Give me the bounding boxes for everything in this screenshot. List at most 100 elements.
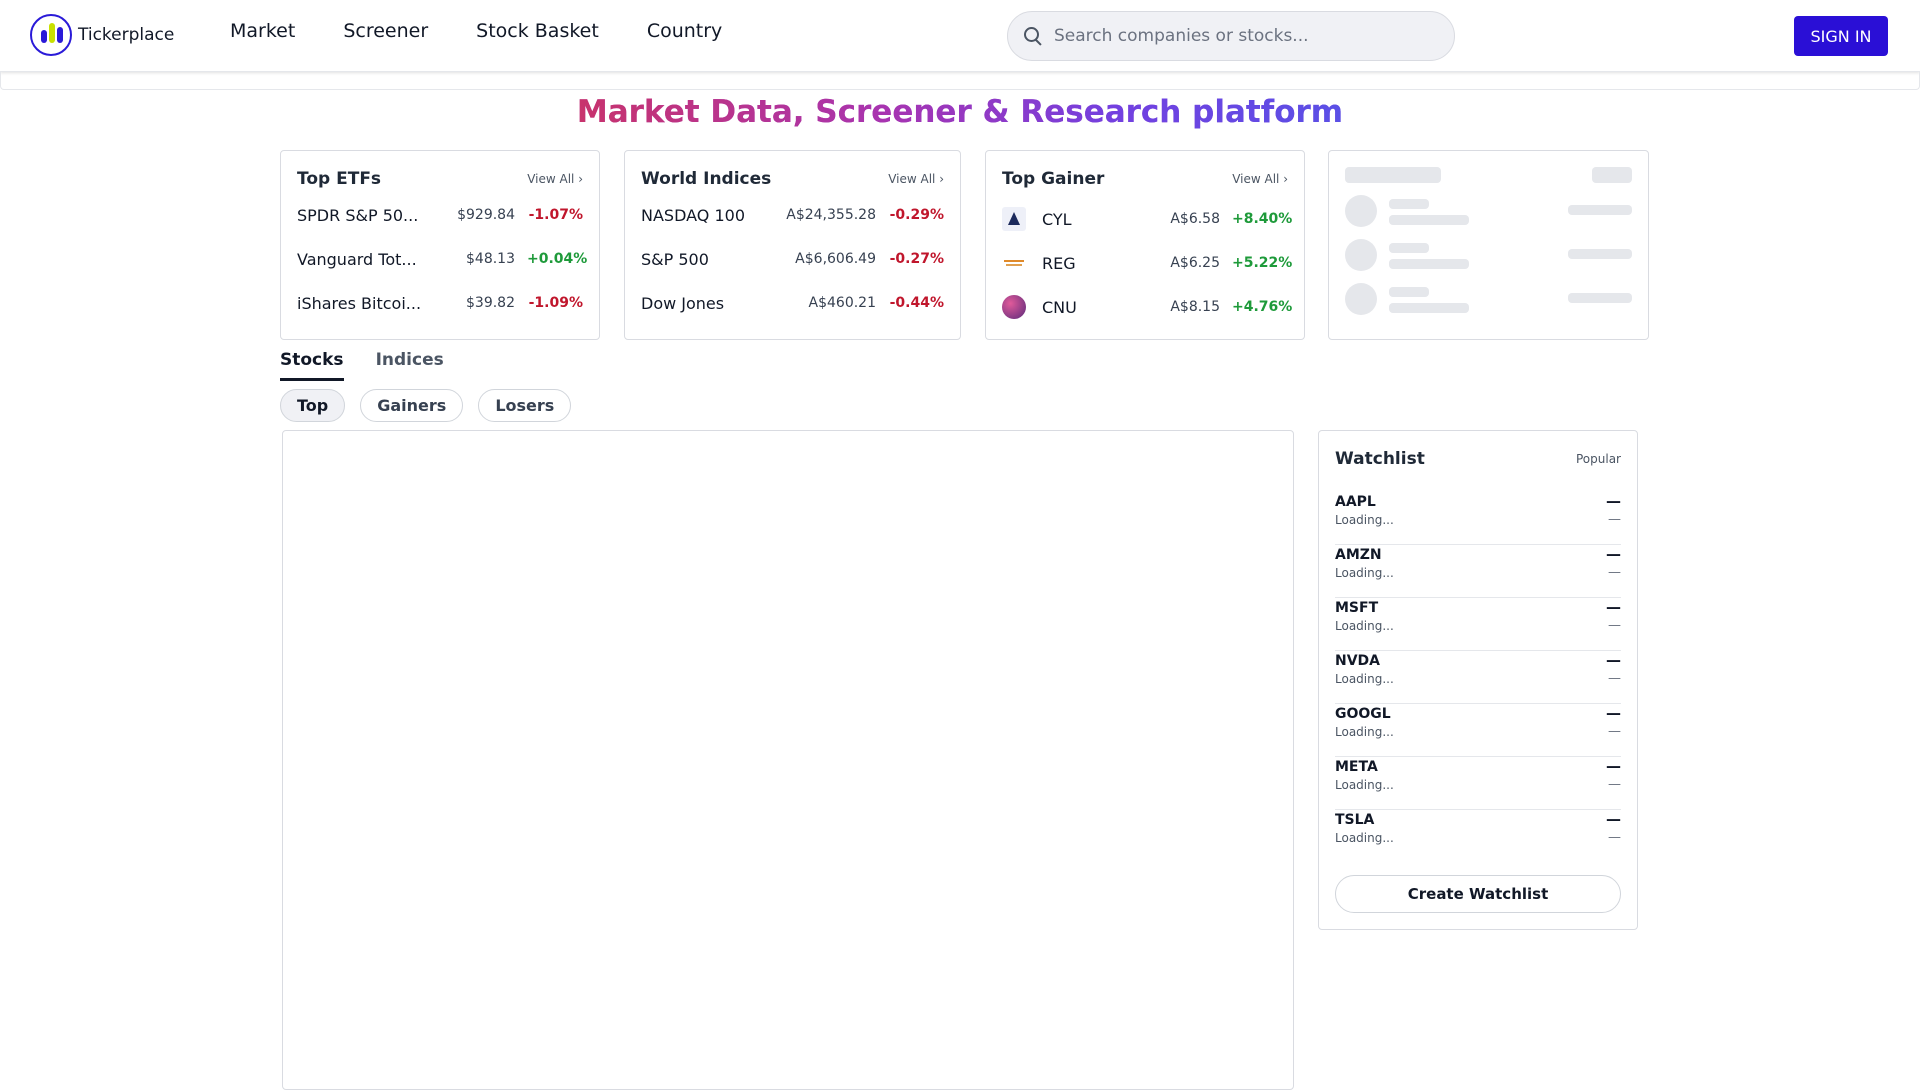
skeleton-line [1389, 215, 1469, 225]
skeleton-line [1568, 293, 1632, 303]
gainer-price: A$8.15 [1170, 299, 1220, 315]
gainer-row[interactable]: REG A$6.25 +5.22% [1002, 251, 1293, 275]
watchlist-panel: Watchlist Popular AAPL Loading... — — AM… [1318, 430, 1638, 930]
gainer-row[interactable]: CYL A$6.58 +8.40% [1002, 207, 1292, 231]
watchlist-item[interactable]: TSLA Loading... — — [1335, 810, 1621, 863]
watchlist-item[interactable]: MSFT Loading... — — [1335, 598, 1621, 651]
index-change: -0.27% [889, 251, 944, 267]
gainer-change: +5.22% [1232, 255, 1293, 271]
skeleton-avatar [1345, 239, 1377, 271]
brand-name: Tickerplace [78, 25, 175, 45]
tickerplace-logo-icon [30, 14, 72, 56]
etf-name: SPDR S&P 50... [297, 205, 419, 225]
nav-stock-basket[interactable]: Stock Basket [476, 20, 599, 42]
gainer-price: A$6.25 [1170, 255, 1220, 271]
skeleton-line [1568, 205, 1632, 215]
nav-screener[interactable]: Screener [343, 20, 429, 42]
search-input[interactable] [1054, 26, 1434, 46]
index-price: A$6,606.49 [795, 251, 876, 267]
skeleton-avatar [1345, 195, 1377, 227]
gainer-symbol: REG [1042, 253, 1076, 273]
skeleton-avatar [1345, 283, 1377, 315]
etf-row[interactable]: Vanguard Tot... $48.13 +0.04% [297, 247, 588, 271]
etf-row[interactable]: SPDR S&P 50... $929.84 -1.07% [297, 203, 583, 227]
etf-row[interactable]: iShares Bitcoi... $39.82 -1.09% [297, 291, 583, 315]
view-all-link[interactable]: View All › [888, 172, 944, 186]
card-title: Top ETFs [297, 169, 382, 189]
index-name: NASDAQ 100 [641, 205, 745, 225]
watchlist-value: — [1606, 810, 1621, 828]
search-icon [1022, 25, 1044, 47]
watchlist-status: Loading... [1335, 619, 1394, 633]
loading-skeleton-card [1328, 150, 1649, 340]
view-all-link[interactable]: View All › [527, 172, 583, 186]
cyl-logo-icon [1002, 207, 1026, 231]
filter-pills: Top Gainers Losers [280, 389, 586, 422]
nav-country[interactable]: Country [646, 20, 723, 42]
watchlist-status: Loading... [1335, 513, 1394, 527]
search-bar[interactable] [1007, 11, 1455, 61]
watchlist-item[interactable]: NVDA Loading... — — [1335, 651, 1621, 704]
tab-stocks[interactable]: Stocks [280, 350, 344, 381]
skeleton-title [1345, 167, 1441, 183]
header-subbar [0, 72, 1920, 90]
create-watchlist-button[interactable]: Create Watchlist [1335, 875, 1621, 913]
watchlist-value: — [1606, 757, 1621, 775]
card-title: Top Gainer [1002, 169, 1105, 189]
watchlist-value: — [1606, 704, 1621, 722]
watchlist-item[interactable]: AAPL Loading... — — [1335, 492, 1621, 545]
filter-losers-button[interactable]: Losers [478, 389, 572, 422]
watchlist-value: — [1606, 492, 1621, 510]
watchlist-symbol: NVDA [1335, 653, 1381, 669]
index-row[interactable]: S&P 500 A$6,606.49 -0.27% [641, 247, 944, 271]
watchlist-item[interactable]: GOOGL Loading... — — [1335, 704, 1621, 757]
index-row[interactable]: NASDAQ 100 A$24,355.28 -0.29% [641, 203, 944, 227]
view-all-link[interactable]: View All › [1232, 172, 1288, 186]
watchlist-symbol: META [1335, 759, 1378, 775]
brand-logo[interactable]: Tickerplace [30, 14, 174, 56]
watchlist-status: Loading... [1335, 566, 1394, 580]
watchlist-item[interactable]: META Loading... — — [1335, 757, 1621, 810]
watchlist-symbol: TSLA [1335, 812, 1375, 828]
tab-indices[interactable]: Indices [375, 350, 444, 370]
watchlist-value: — [1606, 545, 1621, 563]
watchlist-change: — [1608, 671, 1621, 686]
gainer-price: A$6.58 [1170, 211, 1220, 227]
etf-name: iShares Bitcoi... [297, 293, 422, 313]
reg-logo-icon [1002, 251, 1026, 275]
skeleton-link [1592, 167, 1632, 183]
watchlist-item[interactable]: AMZN Loading... — — [1335, 545, 1621, 598]
skeleton-line [1389, 287, 1429, 297]
index-price: A$24,355.28 [786, 207, 876, 223]
index-price: A$460.21 [808, 295, 876, 311]
skeleton-line [1389, 303, 1469, 313]
card-title: World Indices [641, 169, 772, 189]
etf-price: $929.84 [457, 207, 515, 223]
index-change: -0.29% [889, 207, 944, 223]
index-change: -0.44% [889, 295, 944, 311]
index-row[interactable]: Dow Jones A$460.21 -0.44% [641, 291, 944, 315]
page-title: Market Data, Screener & Research platfor… [576, 94, 1344, 130]
etf-price: $39.82 [466, 295, 515, 311]
top-gainer-card: Top Gainer View All › CYL A$6.58 +8.40% … [985, 150, 1305, 340]
watchlist-change: — [1608, 830, 1621, 845]
filter-top-button[interactable]: Top [280, 389, 346, 422]
cnu-logo-icon [1002, 295, 1026, 319]
etf-name: Vanguard Tot... [297, 249, 417, 269]
sign-in-button[interactable]: SIGN IN [1794, 16, 1888, 56]
world-indices-card: World Indices View All › NASDAQ 100 A$24… [624, 150, 961, 340]
stocks-table-panel [282, 430, 1294, 1090]
etf-change: -1.07% [528, 207, 583, 223]
main-nav: Market Screener Stock Basket Country [230, 20, 770, 42]
gainer-row[interactable]: CNU A$8.15 +4.76% [1002, 295, 1292, 319]
top-etfs-card: Top ETFs View All › SPDR S&P 50... $929.… [280, 150, 600, 340]
etf-change: -1.09% [528, 295, 583, 311]
watchlist-title: Watchlist [1335, 449, 1425, 469]
watchlist-change: — [1608, 724, 1621, 739]
watchlist-symbol: AAPL [1335, 494, 1376, 510]
nav-market[interactable]: Market [230, 20, 296, 42]
skeleton-line [1389, 199, 1429, 209]
skeleton-line [1389, 259, 1469, 269]
etf-change: +0.04% [527, 251, 588, 267]
filter-gainers-button[interactable]: Gainers [360, 389, 464, 422]
